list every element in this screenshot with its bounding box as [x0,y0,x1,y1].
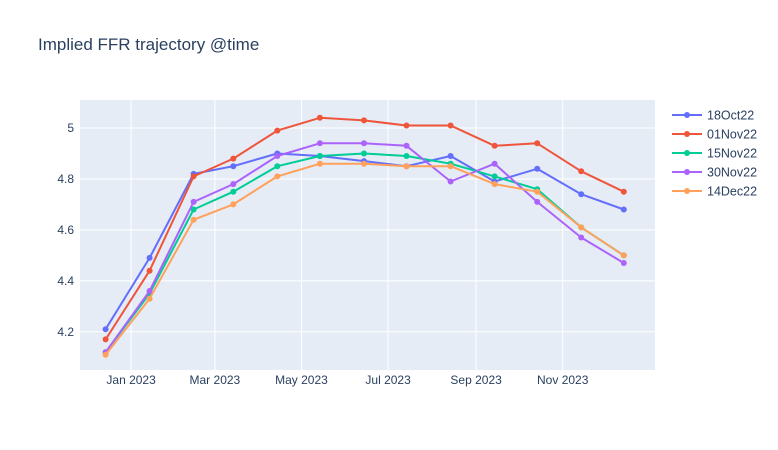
legend-swatch-marker [684,131,690,137]
data-point[interactable] [361,117,367,124]
legend-label: 14Dec22 [707,185,757,199]
data-point[interactable] [230,155,237,162]
x-tick-label: Sep 2023 [450,373,502,387]
x-axis-tick-labels: Jan 2023 Mar 2023 May 2023 Jul 2023 Sep 2023… [106,373,588,387]
legend-swatch-marker [684,112,690,118]
data-point[interactable] [274,127,281,134]
data-point[interactable] [491,173,498,180]
data-point[interactable] [620,188,627,195]
data-point[interactable] [491,181,498,188]
data-point[interactable] [190,216,197,223]
legend-label: 30Nov22 [707,166,757,180]
data-point[interactable] [102,351,109,358]
data-point[interactable] [230,163,237,170]
data-point[interactable] [403,163,410,170]
y-tick-label: 4.2 [57,325,74,339]
data-point[interactable] [403,153,410,159]
legend-item[interactable]: 01Nov22 [672,128,757,142]
y-tick-label: 4.6 [57,223,74,237]
y-tick-label: 4.4 [57,274,74,288]
data-point[interactable] [620,260,627,266]
legend-swatch-marker [684,150,690,156]
series-14Dec22 [102,160,627,358]
y-tick-label: 4.8 [57,172,74,186]
data-point[interactable] [447,178,454,185]
data-point[interactable] [578,191,585,198]
data-point[interactable] [620,206,627,213]
legend[interactable]: 18Oct22 01Nov22 15Nov22 30Nov22 14Dec22 [672,109,757,199]
data-point[interactable] [146,288,153,294]
series-01Nov22 [102,114,627,343]
data-point[interactable] [274,153,281,159]
data-point[interactable] [316,140,323,147]
data-point[interactable] [274,173,281,180]
legend-swatch-marker [684,188,690,194]
data-point[interactable] [230,188,237,195]
data-point[interactable] [316,160,323,167]
data-point[interactable] [230,201,237,208]
data-point[interactable] [190,198,197,205]
data-point[interactable] [102,336,109,343]
data-point[interactable] [534,188,541,195]
data-point[interactable] [447,153,454,159]
data-point[interactable] [361,150,367,157]
data-point[interactable] [146,267,153,274]
plot-background [80,100,655,370]
series-layer [102,114,627,358]
data-point[interactable] [230,181,237,188]
x-tick-label: Nov 2023 [537,373,589,387]
data-point[interactable] [403,142,410,149]
y-tick-label: 5 [67,121,74,135]
legend-label: 15Nov22 [707,147,757,161]
data-point[interactable] [403,122,410,129]
data-point[interactable] [146,254,153,261]
x-tick-label: Mar 2023 [190,373,241,387]
data-point[interactable] [447,122,454,129]
data-point[interactable] [146,295,153,302]
data-point[interactable] [620,252,627,259]
data-point[interactable] [316,153,323,159]
legend-label: 01Nov22 [707,128,757,142]
legend-label: 18Oct22 [707,109,754,123]
data-point[interactable] [316,114,323,121]
data-point[interactable] [578,224,585,231]
data-point[interactable] [491,142,498,149]
data-point[interactable] [491,160,498,167]
y-axis-tick-labels: 4.2 4.4 4.6 4.8 5 [57,121,74,339]
legend-swatch-marker [684,169,690,175]
data-point[interactable] [534,198,541,205]
data-point[interactable] [578,234,585,241]
data-point[interactable] [534,165,541,172]
legend-item[interactable]: 14Dec22 [672,185,757,199]
x-tick-label: Jul 2023 [365,373,411,387]
data-point[interactable] [190,206,197,213]
data-point[interactable] [102,326,109,333]
data-point[interactable] [361,140,367,147]
legend-item[interactable]: 30Nov22 [672,166,757,180]
data-point[interactable] [274,163,281,170]
data-point[interactable] [534,140,541,147]
data-point[interactable] [447,163,454,170]
legend-item[interactable]: 18Oct22 [672,109,754,123]
x-tick-label: May 2023 [275,373,328,387]
data-point[interactable] [578,168,585,175]
data-point[interactable] [361,160,367,167]
x-tick-label: Jan 2023 [106,373,156,387]
chart-title: Implied FFR trajectory @time [38,35,259,54]
data-point[interactable] [190,173,197,180]
legend-item[interactable]: 15Nov22 [672,147,757,161]
